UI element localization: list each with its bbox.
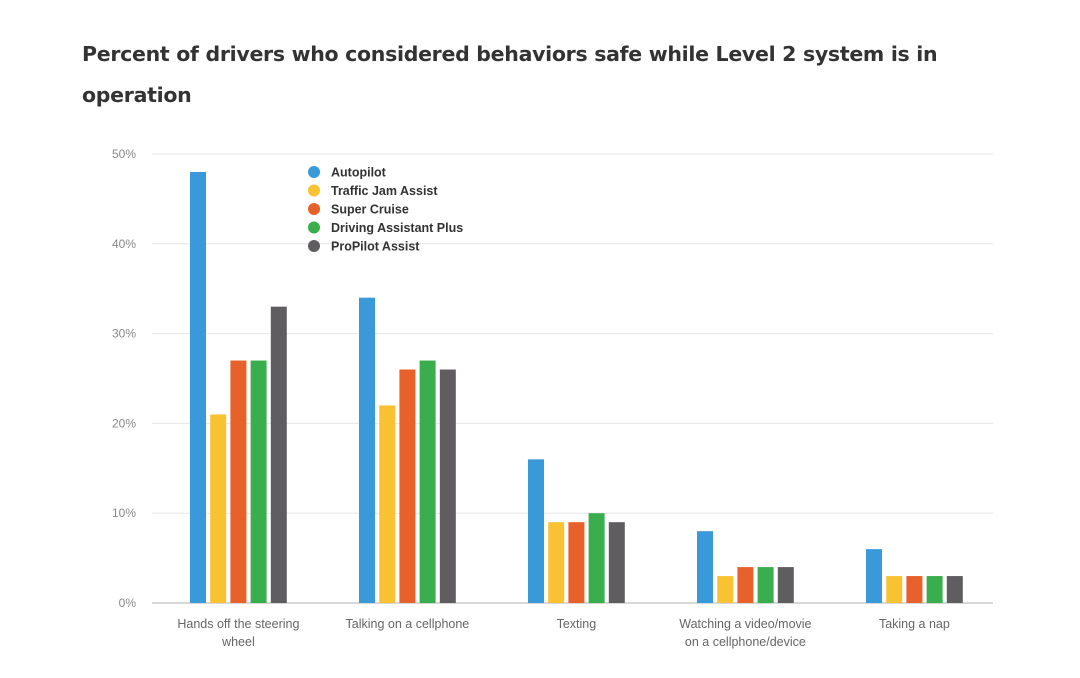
bar-autopilot-3 [697,531,713,603]
legend-swatch-icon [308,166,320,178]
x-tick-label: Taking a nap [879,617,950,631]
y-tick-label: 0% [119,596,137,610]
legend-label: Super Cruise [331,203,409,217]
x-axis-labels: Hands off the steering wheel Talking on a … [177,617,950,649]
bar-super-cruise-2 [568,522,585,603]
legend-label: Autopilot [331,166,387,180]
bar-driving-assistant-plus-3 [757,567,774,603]
legend-swatch-icon [308,184,320,197]
y-axis-ticks: 0% 10% 20% 30% 40% 50% [112,147,136,610]
bar-propilot-assist-2 [608,522,625,603]
x-tick-label: Hands off the steering wheel [177,617,299,649]
legend-item: ProPilot Assist [308,240,420,254]
bar-super-cruise-3 [737,567,754,603]
bar-super-cruise-4 [906,576,923,603]
bars [190,171,963,603]
x-tick-label: Watching a video/movie on a cellphone/dev… [679,617,811,649]
bar-driving-assistant-plus-2 [588,513,605,603]
y-tick-label: 30% [112,327,136,341]
bar-traffic-jam-assist-2 [548,522,565,603]
legend-swatch-icon [308,203,320,215]
legend-item: Driving Assistant Plus [308,221,463,235]
legend: Autopilot Traffic Jam Assist Super Cruise D… [308,166,463,254]
bar-super-cruise-0 [230,360,247,603]
legend-swatch-icon [308,240,320,252]
x-tick-label: Talking on a cellphone [346,617,470,631]
bar-autopilot-0 [190,171,206,603]
bar-propilot-assist-4 [946,576,963,603]
bar-propilot-assist-0 [270,306,287,603]
bar-traffic-jam-assist-1 [379,405,396,603]
bar-traffic-jam-assist-0 [210,414,227,603]
bar-autopilot-2 [528,459,544,603]
bar-autopilot-1 [359,297,375,603]
bar-driving-assistant-plus-1 [419,360,436,603]
legend-label: Driving Assistant Plus [331,221,463,235]
bar-super-cruise-1 [399,369,416,603]
legend-item: Traffic Jam Assist [308,184,438,198]
y-tick-label: 40% [112,237,136,251]
y-tick-label: 10% [112,506,136,520]
y-tick-label: 50% [112,147,136,161]
bar-propilot-assist-3 [777,567,794,603]
legend-item: Autopilot [308,166,387,180]
bar-driving-assistant-plus-4 [926,576,943,603]
y-tick-label: 20% [112,416,136,430]
legend-item: Super Cruise [308,203,409,217]
legend-label: Traffic Jam Assist [331,184,438,198]
bar-traffic-jam-assist-4 [886,576,903,603]
bar-propilot-assist-1 [439,369,456,603]
bar-autopilot-4 [866,549,882,603]
legend-swatch-icon [308,221,320,234]
bar-traffic-jam-assist-3 [717,576,734,603]
legend-label: ProPilot Assist [331,240,420,254]
bar-driving-assistant-plus-0 [250,360,267,603]
chart-title: Percent of drivers who considered behavi… [82,42,938,107]
x-tick-label: Texting [557,617,597,631]
